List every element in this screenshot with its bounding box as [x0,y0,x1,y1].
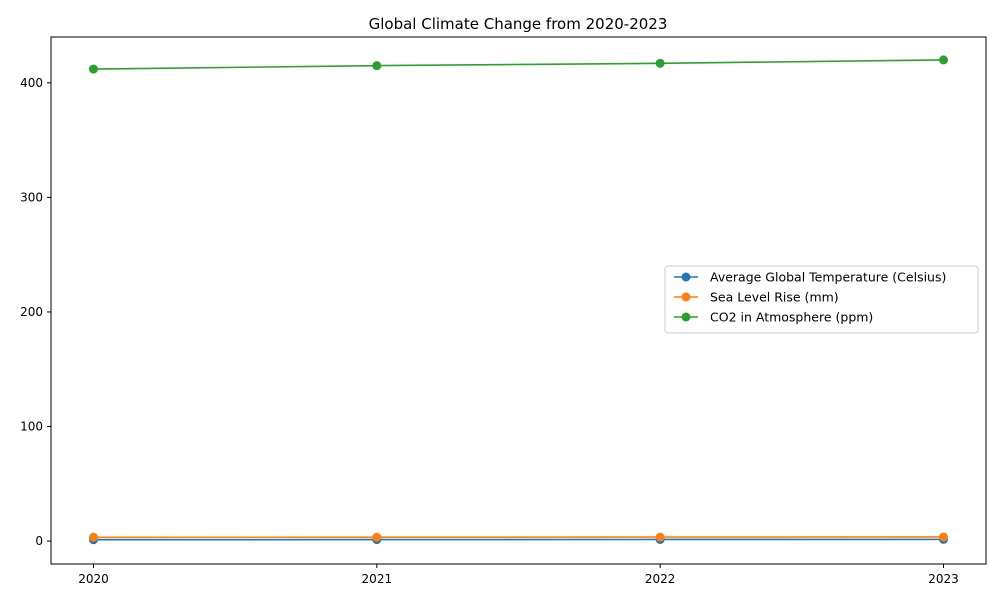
legend: Average Global Temperature (Celsius) Sea … [665,266,978,333]
data-point [372,533,381,542]
x-axis: 2020 2021 2022 2023 [78,564,959,586]
x-tick-label: 2022 [645,572,676,586]
legend-swatch-marker [682,273,691,282]
y-tick-label: 400 [20,76,43,90]
chart-title: Global Climate Change from 2020-2023 [369,15,668,33]
y-tick-label: 300 [20,190,43,204]
series-2 [89,55,948,73]
legend-swatch-marker [682,293,691,302]
x-tick-label: 2023 [928,572,959,586]
data-point [656,533,665,542]
y-tick-label: 0 [35,534,43,548]
y-axis: 0 100 200 300 400 [20,76,51,548]
series-line [94,60,944,69]
legend-label: Average Global Temperature (Celsius) [710,270,946,285]
data-point [89,65,98,74]
y-tick-label: 200 [20,305,43,319]
x-tick-label: 2020 [78,572,109,586]
x-tick-label: 2021 [362,572,393,586]
data-point [656,59,665,68]
legend-label: CO2 in Atmosphere (ppm) [710,310,873,325]
y-tick-label: 100 [20,420,43,434]
data-point [89,533,98,542]
legend-swatch-marker [682,313,691,322]
legend-item: Average Global Temperature (Celsius) [674,270,946,285]
data-point [939,55,948,64]
data-point [372,61,381,70]
legend-label: Sea Level Rise (mm) [710,290,839,305]
data-point [939,532,948,541]
